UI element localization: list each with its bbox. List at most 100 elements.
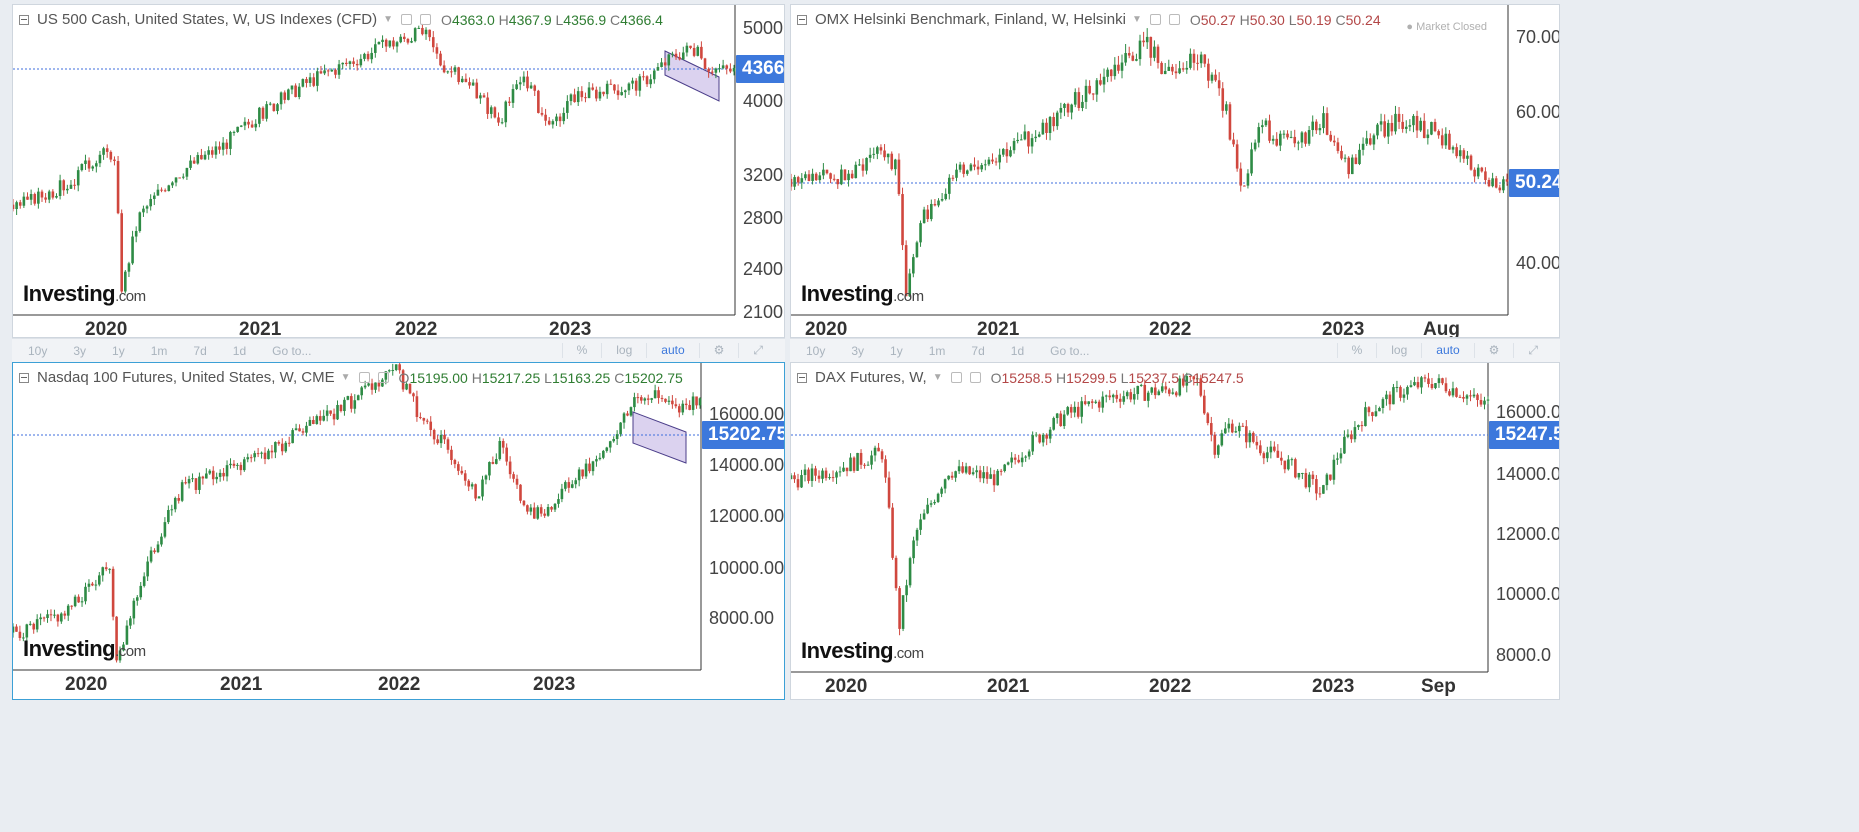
chart-header[interactable]: OMX Helsinki Benchmark, Finland, W, Hels… <box>797 11 1381 28</box>
auto-scale-button[interactable]: auto <box>1421 343 1473 358</box>
candle <box>471 79 475 86</box>
candle <box>1433 118 1437 133</box>
candle <box>835 470 838 485</box>
percent-scale-button[interactable]: % <box>561 343 602 358</box>
range-10y-button[interactable]: 10y <box>806 344 826 358</box>
close-icon[interactable] <box>377 372 389 383</box>
close-icon[interactable] <box>420 14 432 25</box>
candle <box>605 80 609 99</box>
candle <box>991 153 994 164</box>
candle <box>553 502 557 513</box>
settings-icon[interactable] <box>950 372 962 383</box>
dax-plot[interactable] <box>791 363 1560 700</box>
fullscreen-icon[interactable]: ⤢ <box>738 343 777 358</box>
range-7d-button[interactable]: 7d <box>193 344 207 358</box>
trend-channel[interactable] <box>632 411 687 464</box>
candle <box>969 162 973 172</box>
auto-scale-button[interactable]: auto <box>646 343 698 358</box>
range-1d-button[interactable]: 1d <box>232 344 247 358</box>
chart-header[interactable]: Nasdaq 100 Futures, United States, W, CM… <box>19 369 683 386</box>
close-icon[interactable] <box>969 372 981 383</box>
candle <box>73 594 77 608</box>
percent-scale-button[interactable]: % <box>1336 343 1377 358</box>
candle <box>87 157 91 172</box>
candle <box>243 456 246 472</box>
candle <box>1325 472 1329 491</box>
candle <box>272 103 276 112</box>
candle <box>284 440 288 453</box>
candle <box>339 404 343 413</box>
candle <box>1409 380 1413 388</box>
candle <box>1308 472 1311 493</box>
candle <box>421 23 424 36</box>
symbol-title[interactable]: DAX Futures, W, <box>815 369 927 386</box>
chevron-down-icon[interactable]: ▼ <box>1131 14 1142 25</box>
candle <box>1243 185 1246 187</box>
close-icon[interactable] <box>1168 14 1180 25</box>
candle <box>569 93 573 106</box>
gear-icon[interactable]: ⚙ <box>698 343 739 358</box>
candle <box>1143 379 1147 402</box>
range-1d-button[interactable]: 1d <box>1010 344 1025 358</box>
candle <box>32 622 36 634</box>
symbol-title[interactable]: US 500 Cash, United States, W, US Indexe… <box>37 11 378 28</box>
goto-date-button[interactable]: Go to... <box>1050 344 1090 358</box>
omx-plot[interactable] <box>791 5 1560 338</box>
symbol-title[interactable]: Nasdaq 100 Futures, United States, W, CM… <box>37 369 335 386</box>
candle <box>653 384 657 399</box>
symbol-title[interactable]: OMX Helsinki Benchmark, Finland, W, Hels… <box>815 11 1126 28</box>
chart-panel-spx[interactable]: 5000.0 4000.0 3200.0 2800.0 2400.0 2100.0 2020… <box>12 4 785 338</box>
range-3y-button[interactable]: 3y <box>73 344 87 358</box>
trend-channel[interactable] <box>664 50 720 102</box>
gear-icon[interactable]: ⚙ <box>1473 343 1514 358</box>
range-1m-button[interactable]: 1m <box>928 344 946 358</box>
collapse-icon[interactable] <box>797 14 807 25</box>
y-tick-label: 60.00 <box>1516 102 1560 122</box>
candle <box>163 188 167 193</box>
chevron-down-icon[interactable]: ▼ <box>383 14 394 25</box>
range-7d-button[interactable]: 7d <box>971 344 985 358</box>
range-3y-button[interactable]: 3y <box>851 344 865 358</box>
candle <box>287 88 290 101</box>
settings-icon[interactable] <box>401 14 413 25</box>
chart-header[interactable]: DAX Futures, W, ▼ O15258.5 H15299.5 L15237… <box>797 369 1244 386</box>
spx-plot[interactable] <box>13 5 785 338</box>
candle <box>838 466 842 477</box>
settings-icon[interactable] <box>1149 14 1161 25</box>
candle <box>1253 139 1257 152</box>
y-tick-label: 10000.00 <box>709 558 785 578</box>
candle <box>345 58 348 67</box>
chart-panel-ndx[interactable]: 16000.00 14000.00 12000.00 10000.00 8000.00 2… <box>12 362 785 700</box>
candle <box>377 41 381 45</box>
candle <box>971 467 975 476</box>
chart-panel-dax[interactable]: 16000.0 14000.0 12000.0 10000.0 8000.0 2020 20… <box>790 362 1560 700</box>
candle <box>203 151 207 161</box>
chevron-down-icon[interactable]: ▼ <box>932 372 943 383</box>
candle <box>429 416 433 437</box>
candle <box>814 172 818 182</box>
candle <box>1153 383 1157 399</box>
chevron-down-icon[interactable]: ▼ <box>340 372 351 383</box>
ndx-plot[interactable] <box>13 363 785 700</box>
chart-header[interactable]: US 500 Cash, United States, W, US Indexe… <box>19 11 663 28</box>
range-1y-button[interactable]: 1y <box>890 344 903 358</box>
range-10y-button[interactable]: 10y <box>28 344 48 358</box>
collapse-icon[interactable] <box>797 372 807 383</box>
chart-panel-omx[interactable]: 70.00 60.00 40.00 2020 2021 2022 2023 Aug 50.24 O… <box>790 4 1560 338</box>
log-scale-button[interactable]: log <box>1376 343 1421 358</box>
log-scale-button[interactable]: log <box>601 343 646 358</box>
candle <box>118 646 122 663</box>
goto-date-button[interactable]: Go to... <box>272 344 312 358</box>
collapse-icon[interactable] <box>19 14 29 25</box>
settings-icon[interactable] <box>358 372 370 383</box>
candle <box>1045 433 1048 446</box>
candle <box>602 449 605 460</box>
collapse-icon[interactable] <box>19 372 29 383</box>
range-1m-button[interactable]: 1m <box>150 344 168 358</box>
candle <box>822 163 825 180</box>
candle <box>943 478 947 494</box>
logo-text: Investing <box>23 636 116 661</box>
range-1y-button[interactable]: 1y <box>112 344 125 358</box>
fullscreen-icon[interactable]: ⤢ <box>1513 343 1552 358</box>
candle <box>663 57 667 67</box>
